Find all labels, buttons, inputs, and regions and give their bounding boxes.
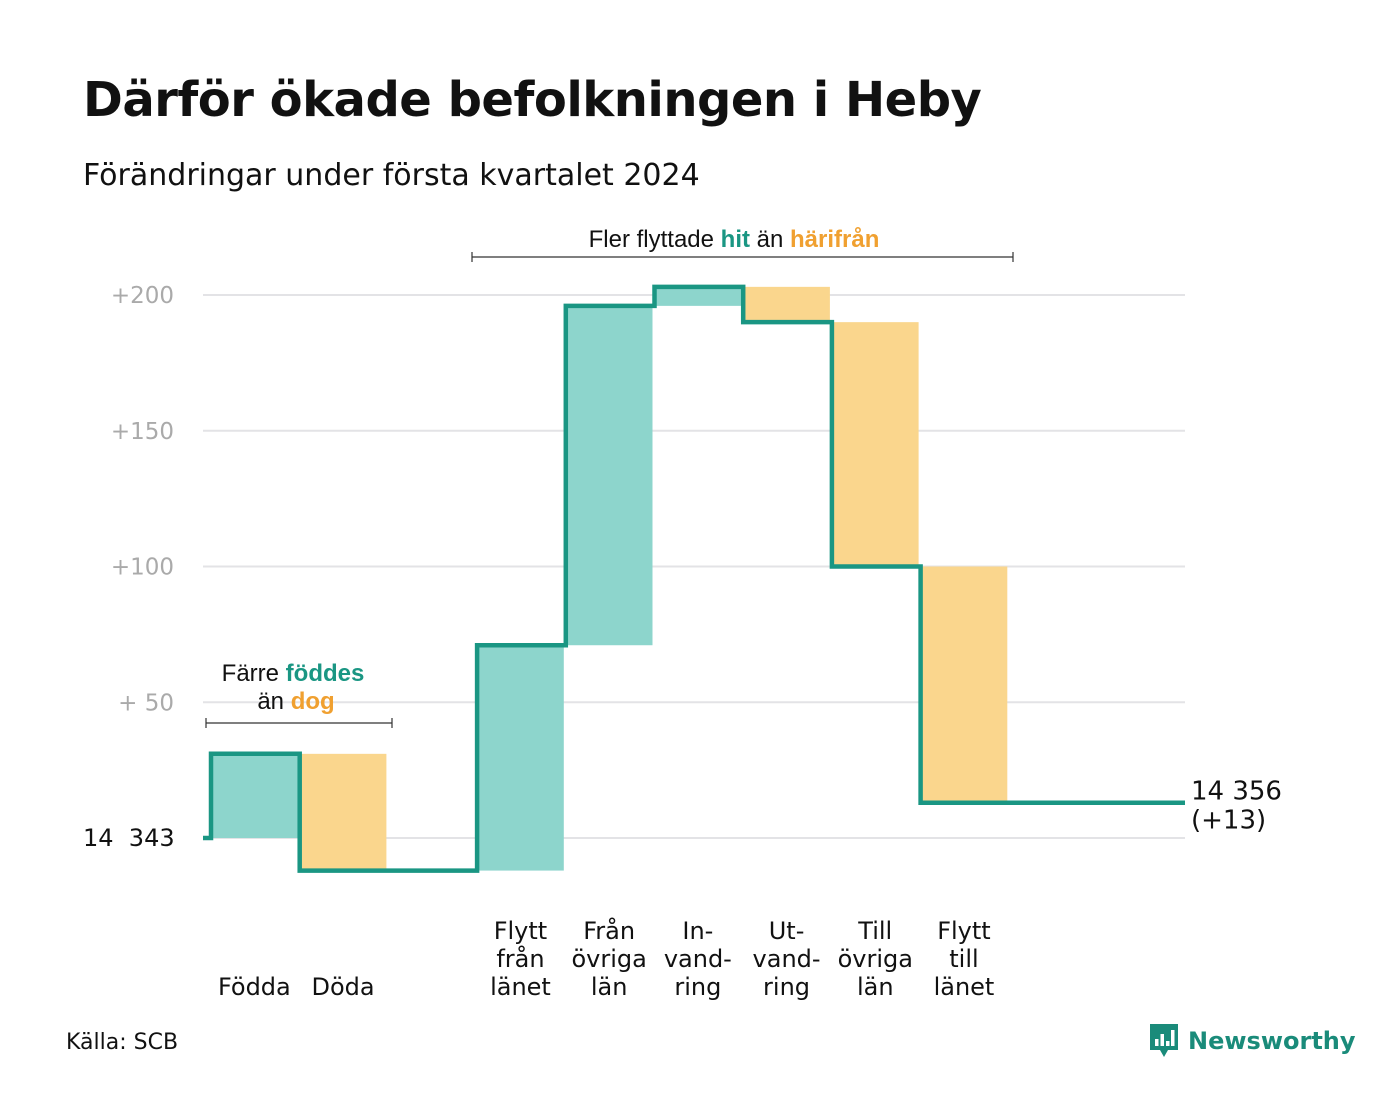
bar-ut-vand-ring <box>743 286 830 323</box>
x-axis-label: Födda <box>218 973 291 1001</box>
bar-flytttilllänet <box>920 566 1008 803</box>
x-axis-label: övriga <box>838 945 913 973</box>
chart-title: Därför ökade befolkningen i Heby <box>83 72 982 128</box>
migration-annotation-accent-out: härifrån <box>790 226 879 253</box>
x-axis-label: Från <box>583 916 635 945</box>
migration-annotation: Fler flyttade hit än härifrån <box>471 226 1014 262</box>
y-tick-label: +150 <box>111 419 174 445</box>
chart-subtitle: Förändringar under första kvartalet 2024 <box>83 158 700 193</box>
end-value-label: 14 356 <box>1191 777 1282 807</box>
x-axis-label: från <box>496 944 544 973</box>
newsworthy-icon <box>1150 1024 1178 1057</box>
deaths-annotation-accent: dog <box>291 688 335 715</box>
brand-logo: Newsworthy <box>1148 1022 1356 1060</box>
bar-flyttfrånlänet <box>477 645 564 871</box>
x-axis-label: Flytt <box>937 917 991 945</box>
y-tick-label: +200 <box>111 283 174 309</box>
step-line <box>203 284 1185 873</box>
bar-tillövrigalän <box>831 322 919 567</box>
x-axis-label: Till <box>857 917 892 945</box>
births-annotation-text: Färre <box>222 660 286 687</box>
x-axis-labels: Födda DödaFlyttfrånlänetFrånövrigalänIn-v… <box>218 916 994 1001</box>
y-axis-ticks: +200 +150 +100 + 50 14 343 <box>83 283 175 852</box>
x-axis-label: In- <box>682 917 713 945</box>
bar-frånövrigalän <box>565 305 653 646</box>
svg-text:Fler flyttade hit än härifrån: Fler flyttade hit än härifrån <box>589 226 880 253</box>
bar-in-vand-ring <box>654 286 742 306</box>
bars <box>211 286 1008 871</box>
bar-födda <box>211 753 298 838</box>
migration-annotation-mid: än <box>750 226 790 253</box>
x-axis-label: övriga <box>571 945 646 973</box>
x-axis-label: Flytt <box>494 917 548 945</box>
y-tick-label: +100 <box>111 555 174 581</box>
x-axis-label: till <box>949 945 978 973</box>
x-axis-label: länet <box>490 973 551 1001</box>
x-axis-label: Ut- <box>769 917 805 945</box>
x-axis-label: länet <box>934 973 995 1001</box>
svg-text:Färre föddes: Färre föddes <box>222 660 365 687</box>
migration-annotation-accent-in: hit <box>721 226 750 253</box>
baseline-value-label: 14 343 <box>83 824 175 852</box>
births-annotation-accent: föddes <box>286 660 365 687</box>
deaths-annotation-text: än <box>257 688 290 715</box>
x-axis-label: län <box>857 973 894 1001</box>
end-change-label: (+13) <box>1191 806 1266 836</box>
x-axis-label: län <box>591 973 628 1001</box>
source-note: Källa: SCB <box>66 1030 179 1055</box>
x-axis-label: Döda <box>311 973 374 1001</box>
migration-annotation-text: Fler flyttade <box>589 226 721 253</box>
bar-döda <box>299 753 387 871</box>
x-axis-label: ring <box>763 973 810 1001</box>
births-annotation: Färre föddes än dog <box>205 660 393 728</box>
x-axis-label: ring <box>674 973 721 1001</box>
x-axis-label: vand- <box>664 945 732 973</box>
x-axis-label: vand- <box>753 945 821 973</box>
value-labels: 14 356(+13) <box>1191 777 1282 836</box>
cumulative-step-line <box>203 284 1185 873</box>
brand-name: Newsworthy <box>1188 1027 1356 1055</box>
svg-text:än dog: än dog <box>257 688 334 715</box>
y-tick-label: + 50 <box>118 690 174 716</box>
